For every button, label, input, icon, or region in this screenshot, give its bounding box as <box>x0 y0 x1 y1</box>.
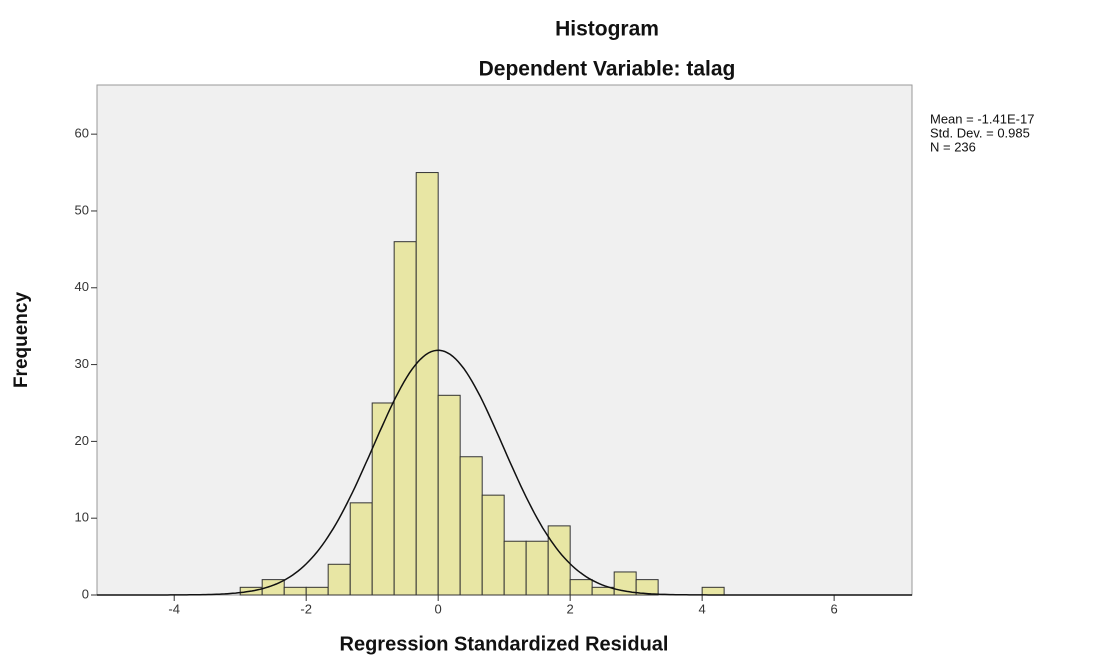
x-axis-label: Regression Standardized Residual <box>340 633 669 655</box>
y-tick-label: 60 <box>75 126 89 141</box>
x-tick-label: -4 <box>168 601 180 616</box>
stat-n: N = 236 <box>930 139 976 154</box>
x-tick-label: -2 <box>300 601 312 616</box>
bar <box>503 540 527 596</box>
bar <box>415 172 439 596</box>
y-tick-label: 40 <box>75 279 89 294</box>
x-tick-label: 0 <box>435 601 442 616</box>
chart-title: Histogram <box>555 18 659 41</box>
stat-mean: Mean = -1.41E-17 <box>930 111 1034 126</box>
chart-subtitle: Dependent Variable: talag <box>479 58 736 81</box>
y-tick-label: 10 <box>75 510 89 525</box>
bar <box>305 586 329 596</box>
bar <box>327 563 351 596</box>
bar <box>635 579 659 596</box>
bar <box>371 402 395 596</box>
y-tick-label: 50 <box>75 202 89 217</box>
y-tick-label: 30 <box>75 356 89 371</box>
stat-sd: Std. Dev. = 0.985 <box>930 125 1030 140</box>
y-tick-label: 20 <box>75 433 89 448</box>
bar <box>459 456 483 596</box>
x-tick-label: 6 <box>831 601 838 616</box>
bar <box>481 494 505 596</box>
bar <box>547 525 571 596</box>
bar <box>393 241 417 596</box>
bar <box>349 502 373 596</box>
x-tick-label: 4 <box>699 601 706 616</box>
bar <box>569 579 593 596</box>
y-axis-label: Frequency <box>11 292 32 389</box>
x-tick-label: 2 <box>567 601 574 616</box>
normal-curve <box>97 349 912 596</box>
bar <box>283 586 307 596</box>
bar <box>701 586 725 596</box>
bar <box>437 394 461 596</box>
y-tick-label: 0 <box>82 586 89 601</box>
bar <box>525 540 549 596</box>
